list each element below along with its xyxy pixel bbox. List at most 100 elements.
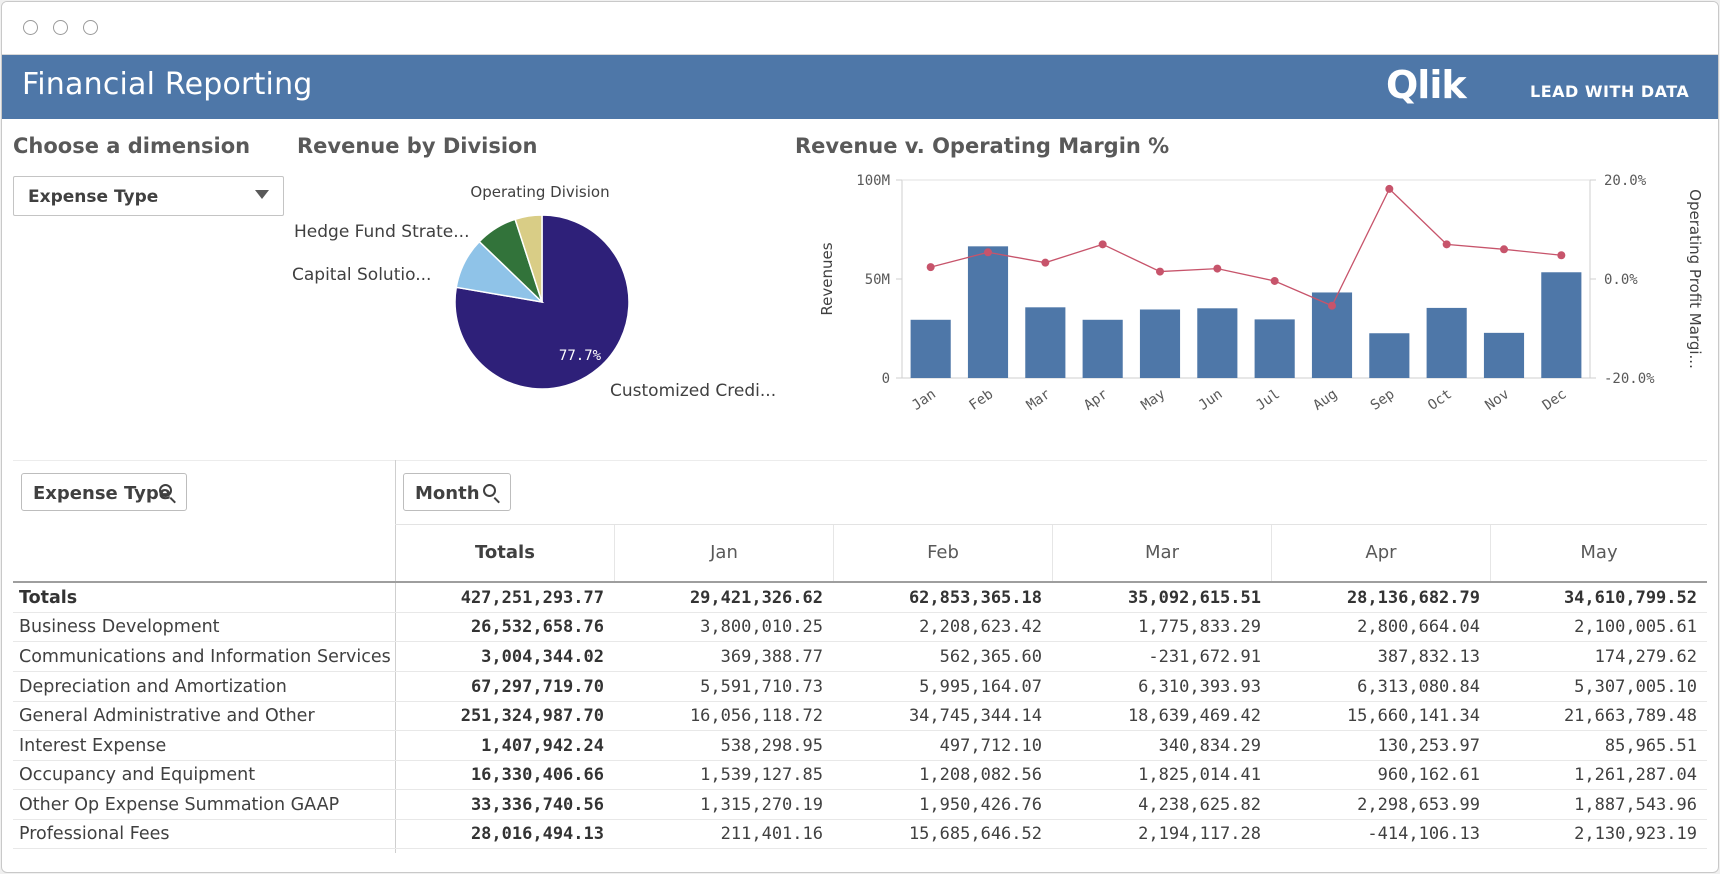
- close-window-button[interactable]: [23, 20, 38, 35]
- table-cell: 2,194,117.28: [1138, 824, 1261, 844]
- table-row[interactable]: Communications and Information Services 3…: [13, 643, 1707, 672]
- revenue-bar[interactable]: [1139, 309, 1181, 378]
- table-cell: 6,313,080.84: [1357, 677, 1480, 697]
- column-header-may[interactable]: May: [1580, 542, 1618, 563]
- table-cell: 16,056,118.72: [689, 706, 823, 726]
- table-cell: 387,832.13: [1377, 647, 1480, 667]
- minimize-window-button[interactable]: [53, 20, 68, 35]
- table-row[interactable]: Occupancy and Equipment 16,330,406.66 1,53…: [13, 761, 1707, 790]
- maximize-window-button[interactable]: [83, 20, 98, 35]
- table-cell: 1,775,833.29: [1138, 617, 1261, 637]
- revenue-bar[interactable]: [910, 319, 951, 378]
- qlik-logo: Qlik: [1386, 63, 1467, 107]
- table-cell: 5,307,005.10: [1574, 677, 1697, 697]
- caret-down-icon: [255, 190, 269, 199]
- search-icon: [483, 484, 496, 497]
- column-header-apr[interactable]: Apr: [1365, 542, 1397, 563]
- margin-point[interactable]: [1442, 240, 1451, 249]
- table-cell: 85,965.51: [1604, 736, 1697, 756]
- table-row[interactable]: Depreciation and Amortization 67,297,719.…: [13, 673, 1707, 702]
- row-total-cell: 26,532,658.76: [470, 617, 604, 637]
- revenue-bar[interactable]: [1369, 333, 1410, 378]
- table-cell: 340,834.29: [1158, 736, 1261, 756]
- x-tick-label: Sep: [1368, 386, 1398, 414]
- revenue-bar[interactable]: [1082, 319, 1123, 378]
- column-header-totals[interactable]: Totals: [475, 542, 535, 563]
- margin-point[interactable]: [1557, 251, 1566, 260]
- x-tick-label: Dec: [1540, 386, 1570, 414]
- row-total-cell: 3,004,344.02: [481, 647, 604, 667]
- table-row[interactable]: Business Development 26,532,658.76 3,800,0…: [13, 613, 1707, 642]
- margin-point[interactable]: [1156, 267, 1164, 276]
- row-total-cell: 251,324,987.70: [460, 706, 604, 726]
- table-row[interactable]: Other Op Expense Summation GAAP 33,336,74…: [13, 791, 1707, 820]
- column-header-feb[interactable]: Feb: [927, 542, 959, 563]
- revenue-by-division-chart[interactable]: Operating Division 77.7% Customized Credi.…: [290, 180, 800, 440]
- brand-tagline: LEAD WITH DATA: [1530, 82, 1690, 101]
- table-cell: 174,279.62: [1594, 647, 1697, 667]
- dimension-panel-title: Choose a dimension: [13, 134, 251, 158]
- revenue-bar[interactable]: [1426, 307, 1467, 378]
- table-cell: 2,208,623.42: [919, 617, 1042, 637]
- x-tick-label: Nov: [1482, 386, 1512, 414]
- table-row[interactable]: Interest Expense 1,407,942.24 538,298.95 49…: [13, 732, 1707, 761]
- table-cell: 29,421,326.62: [689, 588, 823, 608]
- month-filter-button[interactable]: Month: [403, 473, 511, 511]
- dimension-dropdown[interactable]: Expense Type: [13, 176, 284, 216]
- row-label: Communications and Information Services: [19, 647, 391, 667]
- x-tick-label: Jun: [1196, 386, 1226, 414]
- revenue-vs-margin-chart[interactable]: 0 50M 100M -20.0% 0.0% 20.0% Revenues Operating…: [790, 170, 1710, 440]
- pie-slice-label: Hedge Fund Strate...: [294, 222, 469, 242]
- x-tick-label: Oct: [1425, 386, 1455, 414]
- x-tick-label: Apr: [1081, 386, 1111, 414]
- revenue-bar[interactable]: [1541, 272, 1582, 378]
- y-tick-label: 100M: [856, 173, 890, 189]
- x-tick-label: Feb: [966, 386, 996, 414]
- table-cell: 960,162.61: [1377, 765, 1480, 785]
- totals-divider: [13, 581, 1707, 583]
- expense-type-filter-button[interactable]: Expense Type: [21, 473, 187, 511]
- revenue-bar[interactable]: [1197, 308, 1238, 378]
- margin-point[interactable]: [1500, 245, 1508, 254]
- row-total-cell: 33,336,740.56: [470, 795, 604, 815]
- revenue-bar[interactable]: [1483, 332, 1525, 378]
- margin-point[interactable]: [1213, 264, 1222, 273]
- table-row[interactable]: Professional Fees 28,016,494.13 211,401.16…: [13, 820, 1707, 849]
- column-header-jan[interactable]: Jan: [710, 542, 738, 563]
- row-label: Professional Fees: [19, 824, 170, 844]
- revenue-bar[interactable]: [1025, 307, 1066, 378]
- margin-point[interactable]: [1270, 276, 1279, 285]
- table-cell: 5,591,710.73: [700, 677, 823, 697]
- table-cell: 369,388.77: [720, 647, 823, 667]
- row-label: Totals: [19, 588, 78, 608]
- revenue-bar[interactable]: [967, 246, 1009, 378]
- row-total-cell: 16,330,406.66: [470, 765, 604, 785]
- pie-slice-label: Customized Credi...: [610, 381, 776, 401]
- column-header-mar[interactable]: Mar: [1145, 542, 1179, 563]
- margin-point[interactable]: [926, 263, 935, 272]
- margin-point[interactable]: [1041, 258, 1050, 267]
- y-tick-label: 50M: [865, 272, 890, 288]
- table-cell: 1,261,287.04: [1574, 765, 1697, 785]
- y-tick-label: 0: [882, 371, 890, 387]
- y2-tick-label: 20.0%: [1604, 173, 1647, 189]
- row-label: Depreciation and Amortization: [19, 677, 287, 697]
- table-cell: 6,310,393.93: [1138, 677, 1261, 697]
- y2-tick-label: 0.0%: [1604, 272, 1638, 288]
- pie-percent-label: 77.7%: [559, 348, 602, 364]
- margin-point[interactable]: [1385, 184, 1394, 193]
- margin-point[interactable]: [1328, 301, 1336, 310]
- totals-row[interactable]: Totals 427,251,293.77 29,421,326.62 62,853,…: [13, 584, 1707, 613]
- revenue-bar[interactable]: [1254, 319, 1295, 378]
- column-separator: [1490, 525, 1491, 581]
- pie-slice[interactable]: [514, 214, 543, 303]
- margin-point[interactable]: [1098, 240, 1107, 249]
- table-cell: 5,995,164.07: [919, 677, 1042, 697]
- pie-slice[interactable]: [454, 214, 630, 390]
- row-total-cell: 1,407,942.24: [481, 736, 604, 756]
- margin-point[interactable]: [984, 248, 992, 257]
- y2-tick-label: -20.0%: [1604, 371, 1655, 387]
- table-row[interactable]: General Administrative and Other 251,324,…: [13, 702, 1707, 731]
- table-cell: 2,130,923.19: [1574, 824, 1697, 844]
